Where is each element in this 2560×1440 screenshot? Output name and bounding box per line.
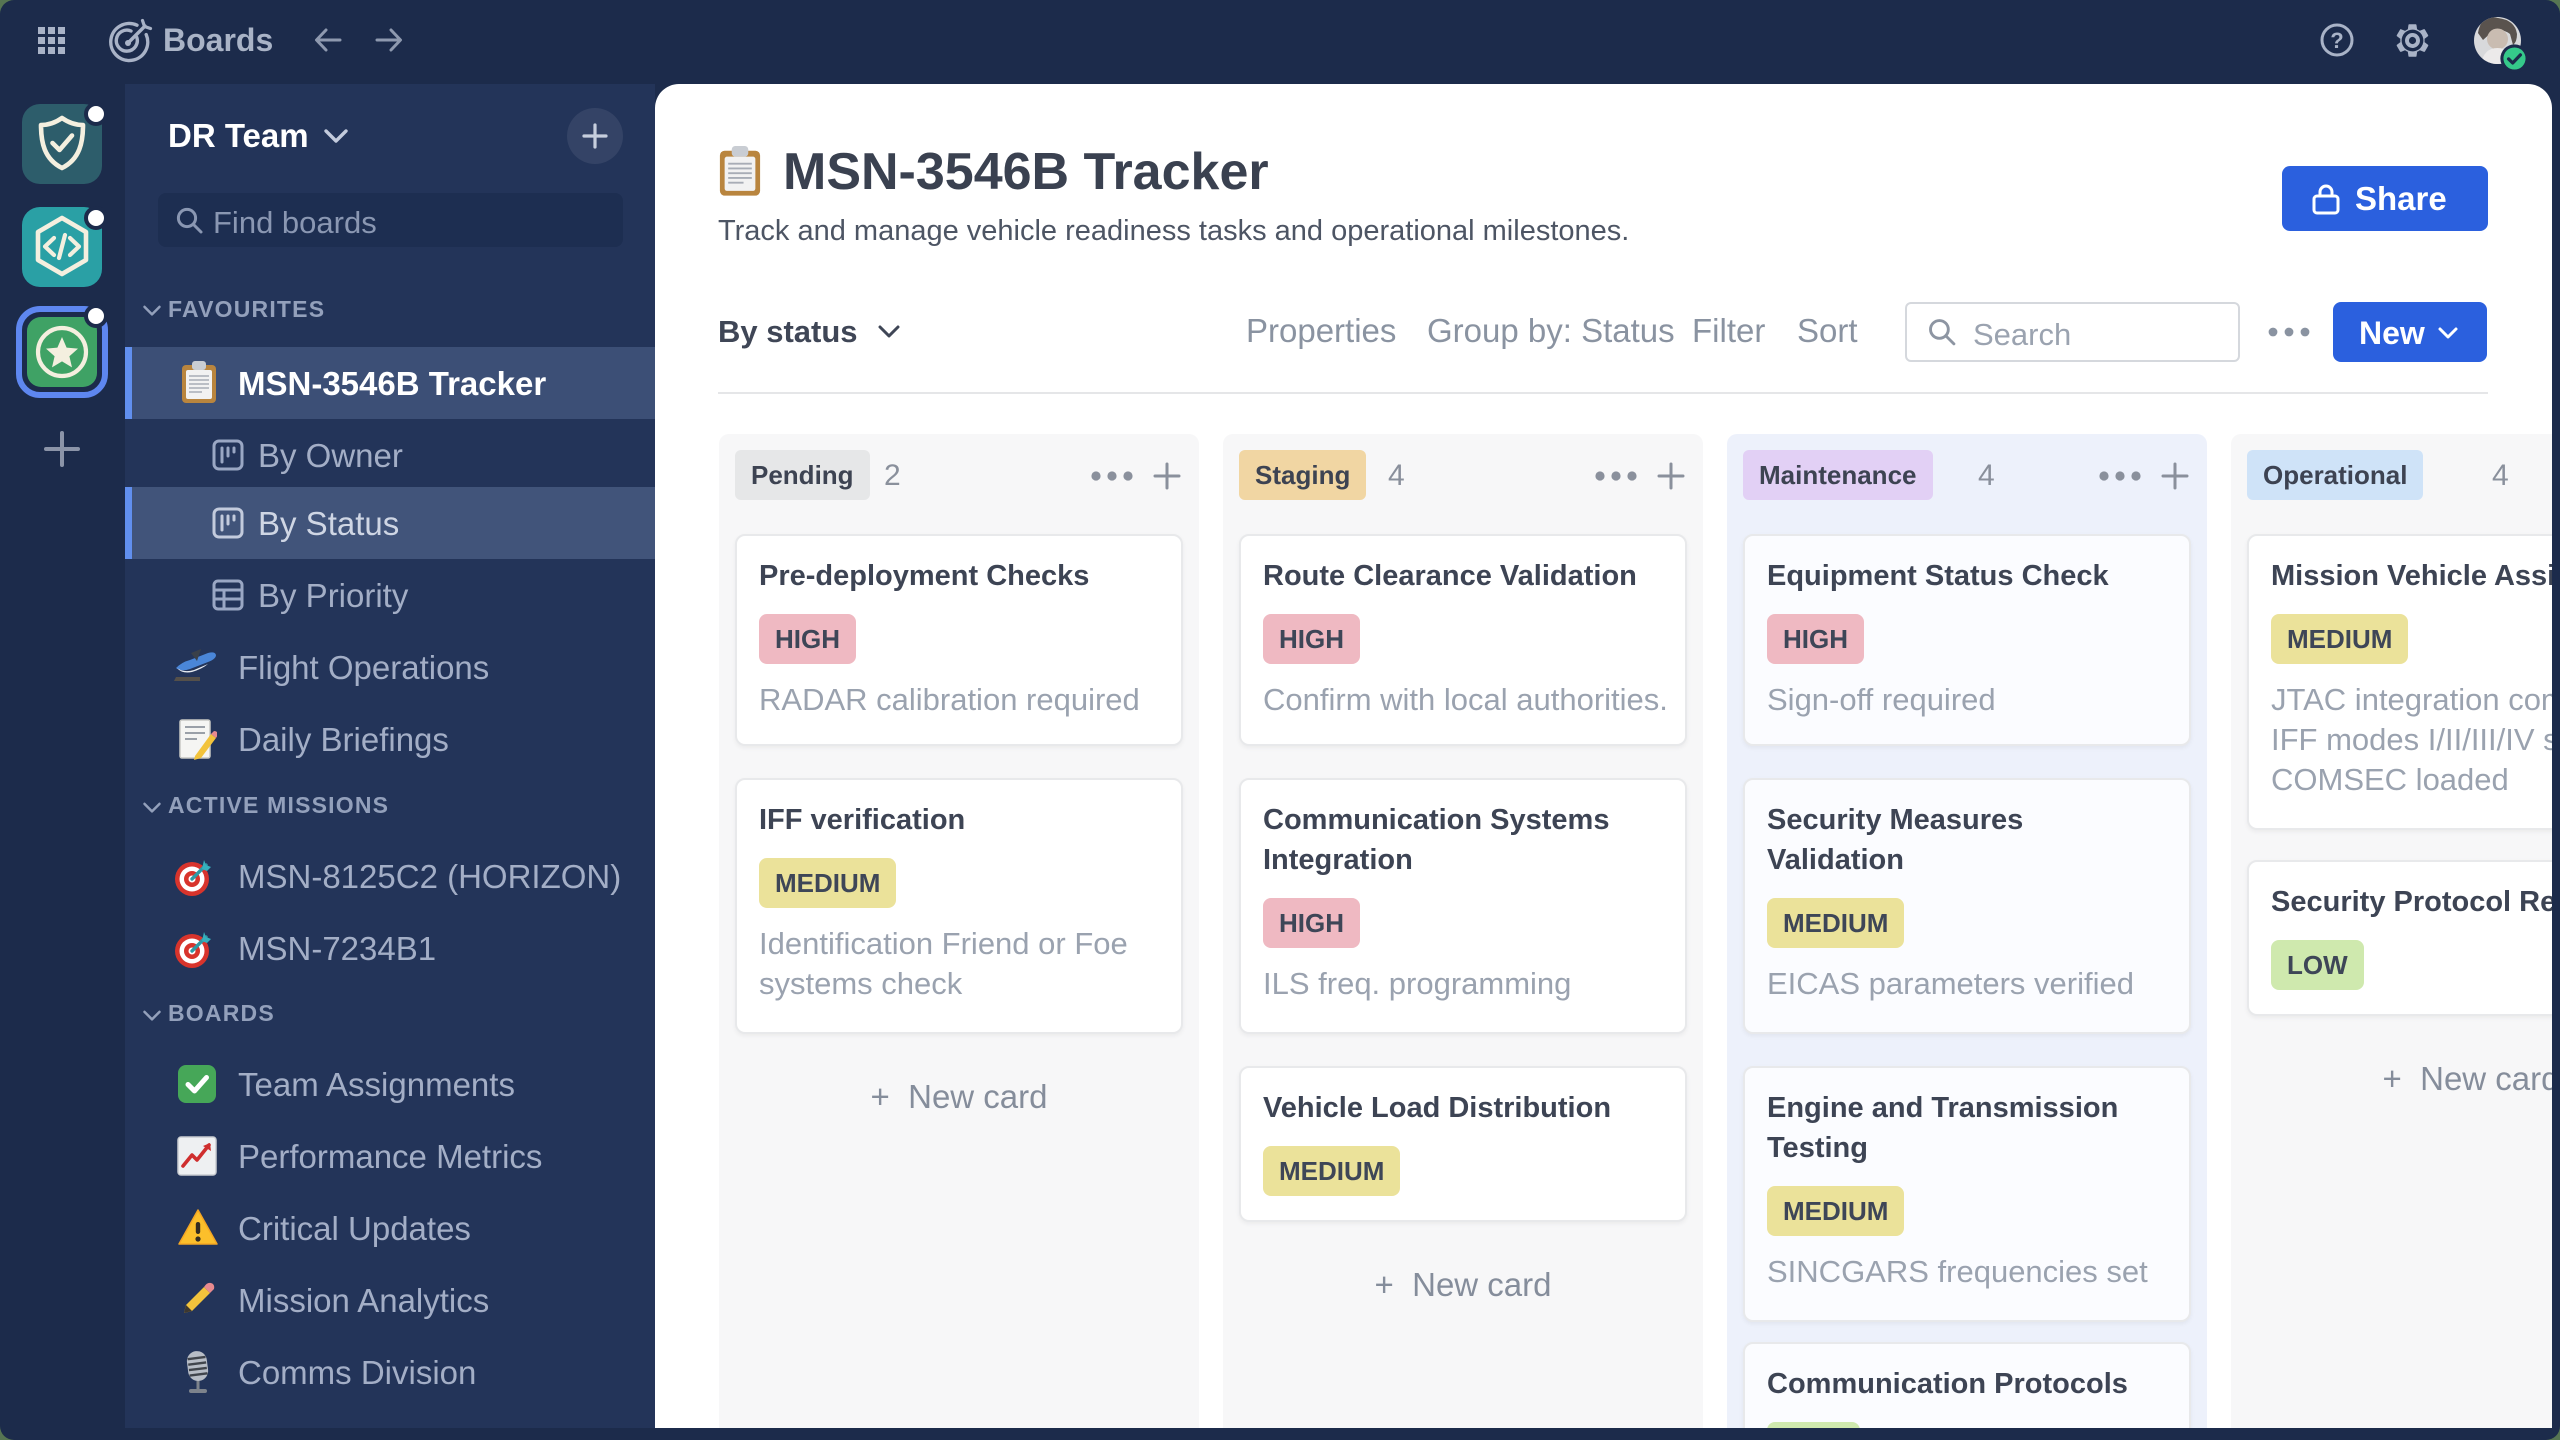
svg-text:?: ? — [2330, 28, 2343, 53]
